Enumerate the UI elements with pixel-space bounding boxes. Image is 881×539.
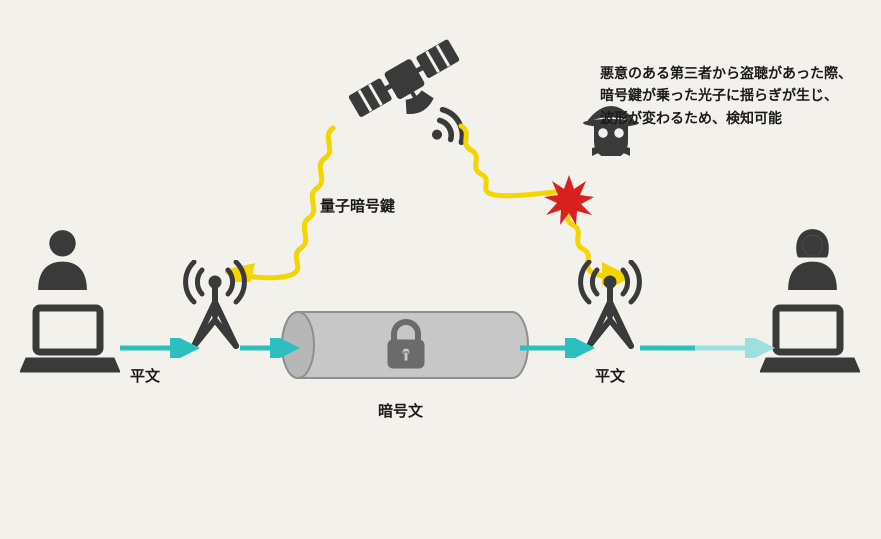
arrow-plaintext-out — [120, 338, 200, 358]
eavesdrop-desc-line: 悪意のある第三者から盗聴があった際、 — [600, 62, 852, 84]
antenna-left-icon — [180, 260, 250, 350]
eavesdrop-desc-line: 波形が変わるため、検知可能 — [600, 107, 852, 129]
interception-burst-icon — [544, 175, 594, 225]
sender-laptop-icon — [20, 300, 120, 380]
arrow-into-pipe — [240, 338, 300, 358]
label-ciphertext: 暗号文 — [378, 400, 423, 421]
receiver-person-icon — [780, 225, 845, 290]
antenna-right-icon — [575, 260, 645, 350]
receiver-laptop-icon — [760, 300, 860, 380]
sender-person-icon — [30, 225, 95, 290]
label-plaintext-left: 平文 — [130, 365, 160, 386]
arrow-out-of-pipe — [520, 338, 595, 358]
label-plaintext-right: 平文 — [595, 365, 625, 386]
diagram-stage: { "canvas": { "width": 881, "height": 53… — [0, 0, 881, 539]
eavesdrop-description: 悪意のある第三者から盗聴があった際、 暗号鍵が乗った光子に揺らぎが生じ、 波形が… — [600, 62, 852, 129]
eavesdrop-desc-line: 暗号鍵が乗った光子に揺らぎが生じ、 — [600, 84, 852, 106]
arrow-plaintext-in — [640, 338, 775, 358]
lock-icon — [380, 318, 432, 370]
label-quantum-key: 量子暗号鍵 — [320, 195, 395, 216]
